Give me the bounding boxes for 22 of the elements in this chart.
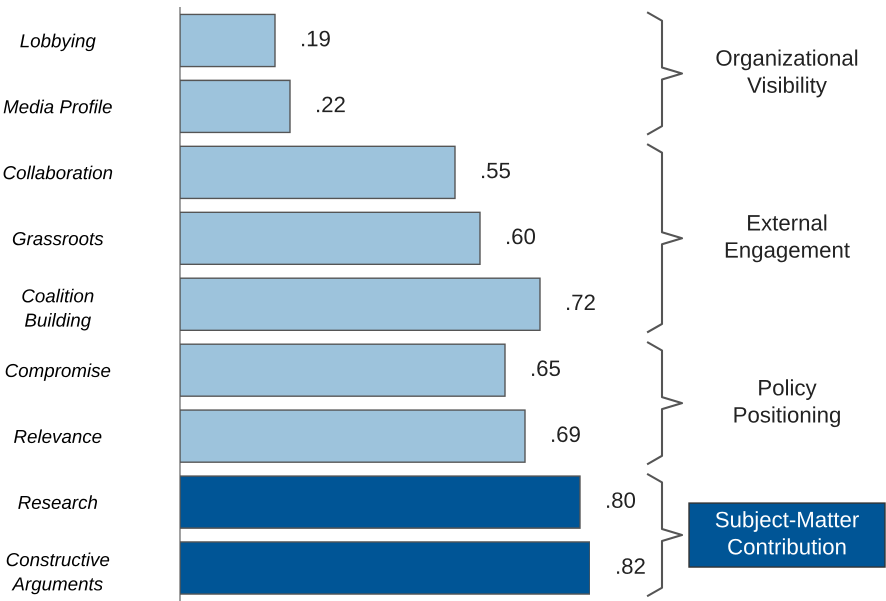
data-label: .22 [317,96,345,112]
y-tick-label: Collaboration [4,166,112,180]
data-label: .82 [617,558,645,574]
data-label: .65 [532,360,560,376]
y-tick-label: Relevance [14,429,102,444]
y-tick-label: Coalition Building [22,288,94,330]
y-tick-label: Media Profile [4,100,112,114]
text: Organizational Visibility [716,50,858,98]
data-label: .19 [302,30,330,46]
data-label: .55 [482,162,510,178]
data-label: .72 [567,294,595,310]
text: Subject-Matter Contribution [716,511,859,555]
y-tick-label: Lobbying [20,34,96,52]
y-tick-label: Compromise [6,363,110,381]
y-tick-label: Constructive Arguments [6,552,110,594]
y-tick-label: Research [18,495,98,510]
data-label: .69 [552,426,580,442]
data-label: .60 [507,228,536,244]
data-label: .80 [607,492,636,508]
text: External Engagement [726,214,850,262]
y-tick-label: Grassroots [12,232,104,246]
text: Policy Positioning [734,379,840,428]
